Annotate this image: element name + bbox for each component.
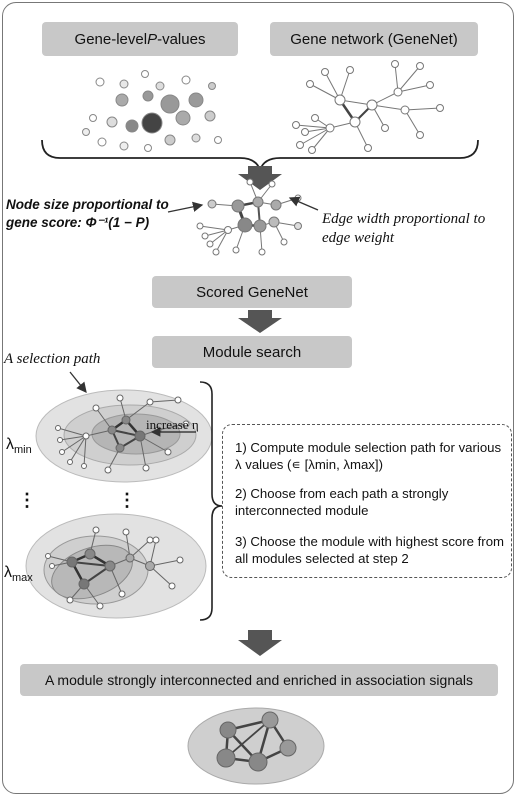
- selection-path-pointer: [69, 371, 87, 394]
- arrow-to-module-search: [238, 310, 282, 333]
- step-1: 1) Compute module selection path for var…: [235, 440, 502, 472]
- scored-network: [196, 178, 302, 256]
- module-search-label: Module search: [202, 343, 302, 361]
- scored-genenet-label: Scored GeneNet: [196, 283, 308, 301]
- scored-genenet-box: Scored GeneNet: [152, 276, 352, 308]
- lambda-min-symbol: λ: [6, 436, 14, 453]
- final-module: [187, 707, 325, 785]
- steps-box: 1) Compute module selection path for var…: [222, 424, 512, 578]
- pvalues-label-ital: P: [147, 30, 158, 48]
- lambda-max-label: λmax: [4, 564, 33, 584]
- node-size-line1: Node size proportional to: [6, 197, 169, 212]
- selection-path-label: A selection path: [4, 351, 101, 367]
- vertical-dots-left: ⋮: [18, 490, 36, 510]
- step-3: 3) Choose the module with highest score …: [235, 534, 505, 566]
- lambda-max-sub: max: [12, 572, 33, 585]
- arrow-to-result: [238, 630, 282, 656]
- lambda-max-symbol: λ: [4, 564, 12, 581]
- edge-width-line1: Edge width proportional to: [322, 211, 486, 227]
- lambda-min-sub: min: [14, 444, 32, 457]
- node-size-line2: gene score: Φ⁻¹(1 − P): [6, 215, 150, 230]
- lambda-min-label: λmin: [6, 436, 32, 456]
- module-search-box: Module search: [152, 336, 352, 368]
- increase-eta-label: increase η: [146, 417, 199, 432]
- pvalues-label-post: -values: [157, 30, 206, 48]
- step-2: 2) Choose from each path a strongly inte…: [235, 486, 449, 518]
- genenet-box: Gene network (GeneNet): [270, 22, 478, 56]
- diagram-frame: [2, 2, 514, 794]
- selection-path-min: [35, 389, 213, 483]
- vertical-dots-right: ⋮: [118, 490, 136, 510]
- pvalues-label-pre: Gene-level: [74, 30, 148, 48]
- result-label: A module strongly interconnected and enr…: [44, 672, 474, 688]
- gene-network: [292, 60, 444, 154]
- pvalues-box: Gene-level P -values: [42, 22, 238, 56]
- edge-width-line2: edge weight: [322, 230, 395, 246]
- merge-brace: [41, 139, 479, 173]
- genenet-label: Gene network (GeneNet): [290, 30, 458, 48]
- pvalue-dots: [82, 70, 222, 152]
- edge-width-pointer: [288, 196, 319, 211]
- node-size-pointer: [167, 201, 204, 213]
- result-box: A module strongly interconnected and enr…: [20, 664, 498, 696]
- edge-width-note: Edge width proportional to edge weight: [322, 210, 518, 248]
- selection-path-max: [25, 513, 207, 619]
- node-size-note: Node size proportional to gene score: Φ⁻…: [6, 196, 186, 232]
- arrow-to-scored-net: [238, 166, 282, 190]
